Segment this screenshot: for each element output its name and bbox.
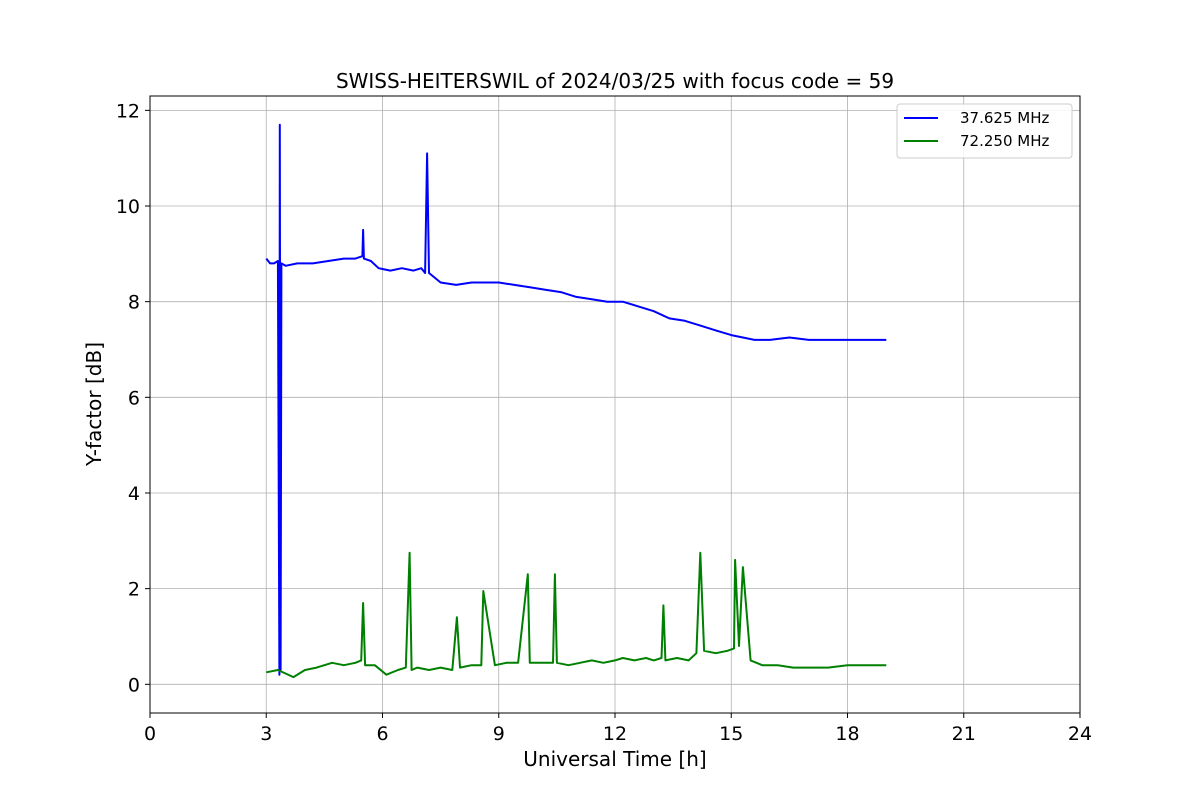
- x-axis-label: Universal Time [h]: [523, 747, 706, 771]
- legend-label-37mhz: 37.625 MHz: [960, 109, 1049, 127]
- x-tick-label: 0: [144, 723, 156, 745]
- y-tick-label: 2: [128, 579, 140, 601]
- y-tick-label: 6: [128, 387, 140, 409]
- legend: 37.625 MHz 72.250 MHz: [896, 103, 1073, 159]
- x-tick-label: 21: [952, 723, 976, 745]
- series-line-0: [265, 123, 887, 676]
- x-tick-label: 15: [719, 723, 743, 745]
- x-tick-label: 6: [376, 723, 388, 745]
- legend-label-72mhz: 72.250 MHz: [960, 132, 1049, 150]
- x-tick-label: 24: [1068, 723, 1092, 745]
- y-tick-label: 8: [128, 292, 140, 314]
- y-tick-label: 0: [128, 674, 140, 696]
- x-tick-label: 18: [835, 723, 859, 745]
- series-line-1: [266, 551, 887, 679]
- series-layer: [265, 123, 887, 679]
- y-tick-label: 12: [116, 100, 140, 122]
- y-axis-label: Y-factor [dB]: [82, 342, 106, 467]
- chart-title: SWISS-HEITERSWIL of 2024/03/25 with focu…: [336, 69, 894, 93]
- y-tick-label: 10: [116, 196, 140, 218]
- y-tick-label: 4: [128, 483, 140, 505]
- x-tick-label: 12: [603, 723, 627, 745]
- legend-box: [896, 103, 1073, 159]
- x-tick-label: 3: [260, 723, 272, 745]
- x-tick-label: 9: [493, 723, 505, 745]
